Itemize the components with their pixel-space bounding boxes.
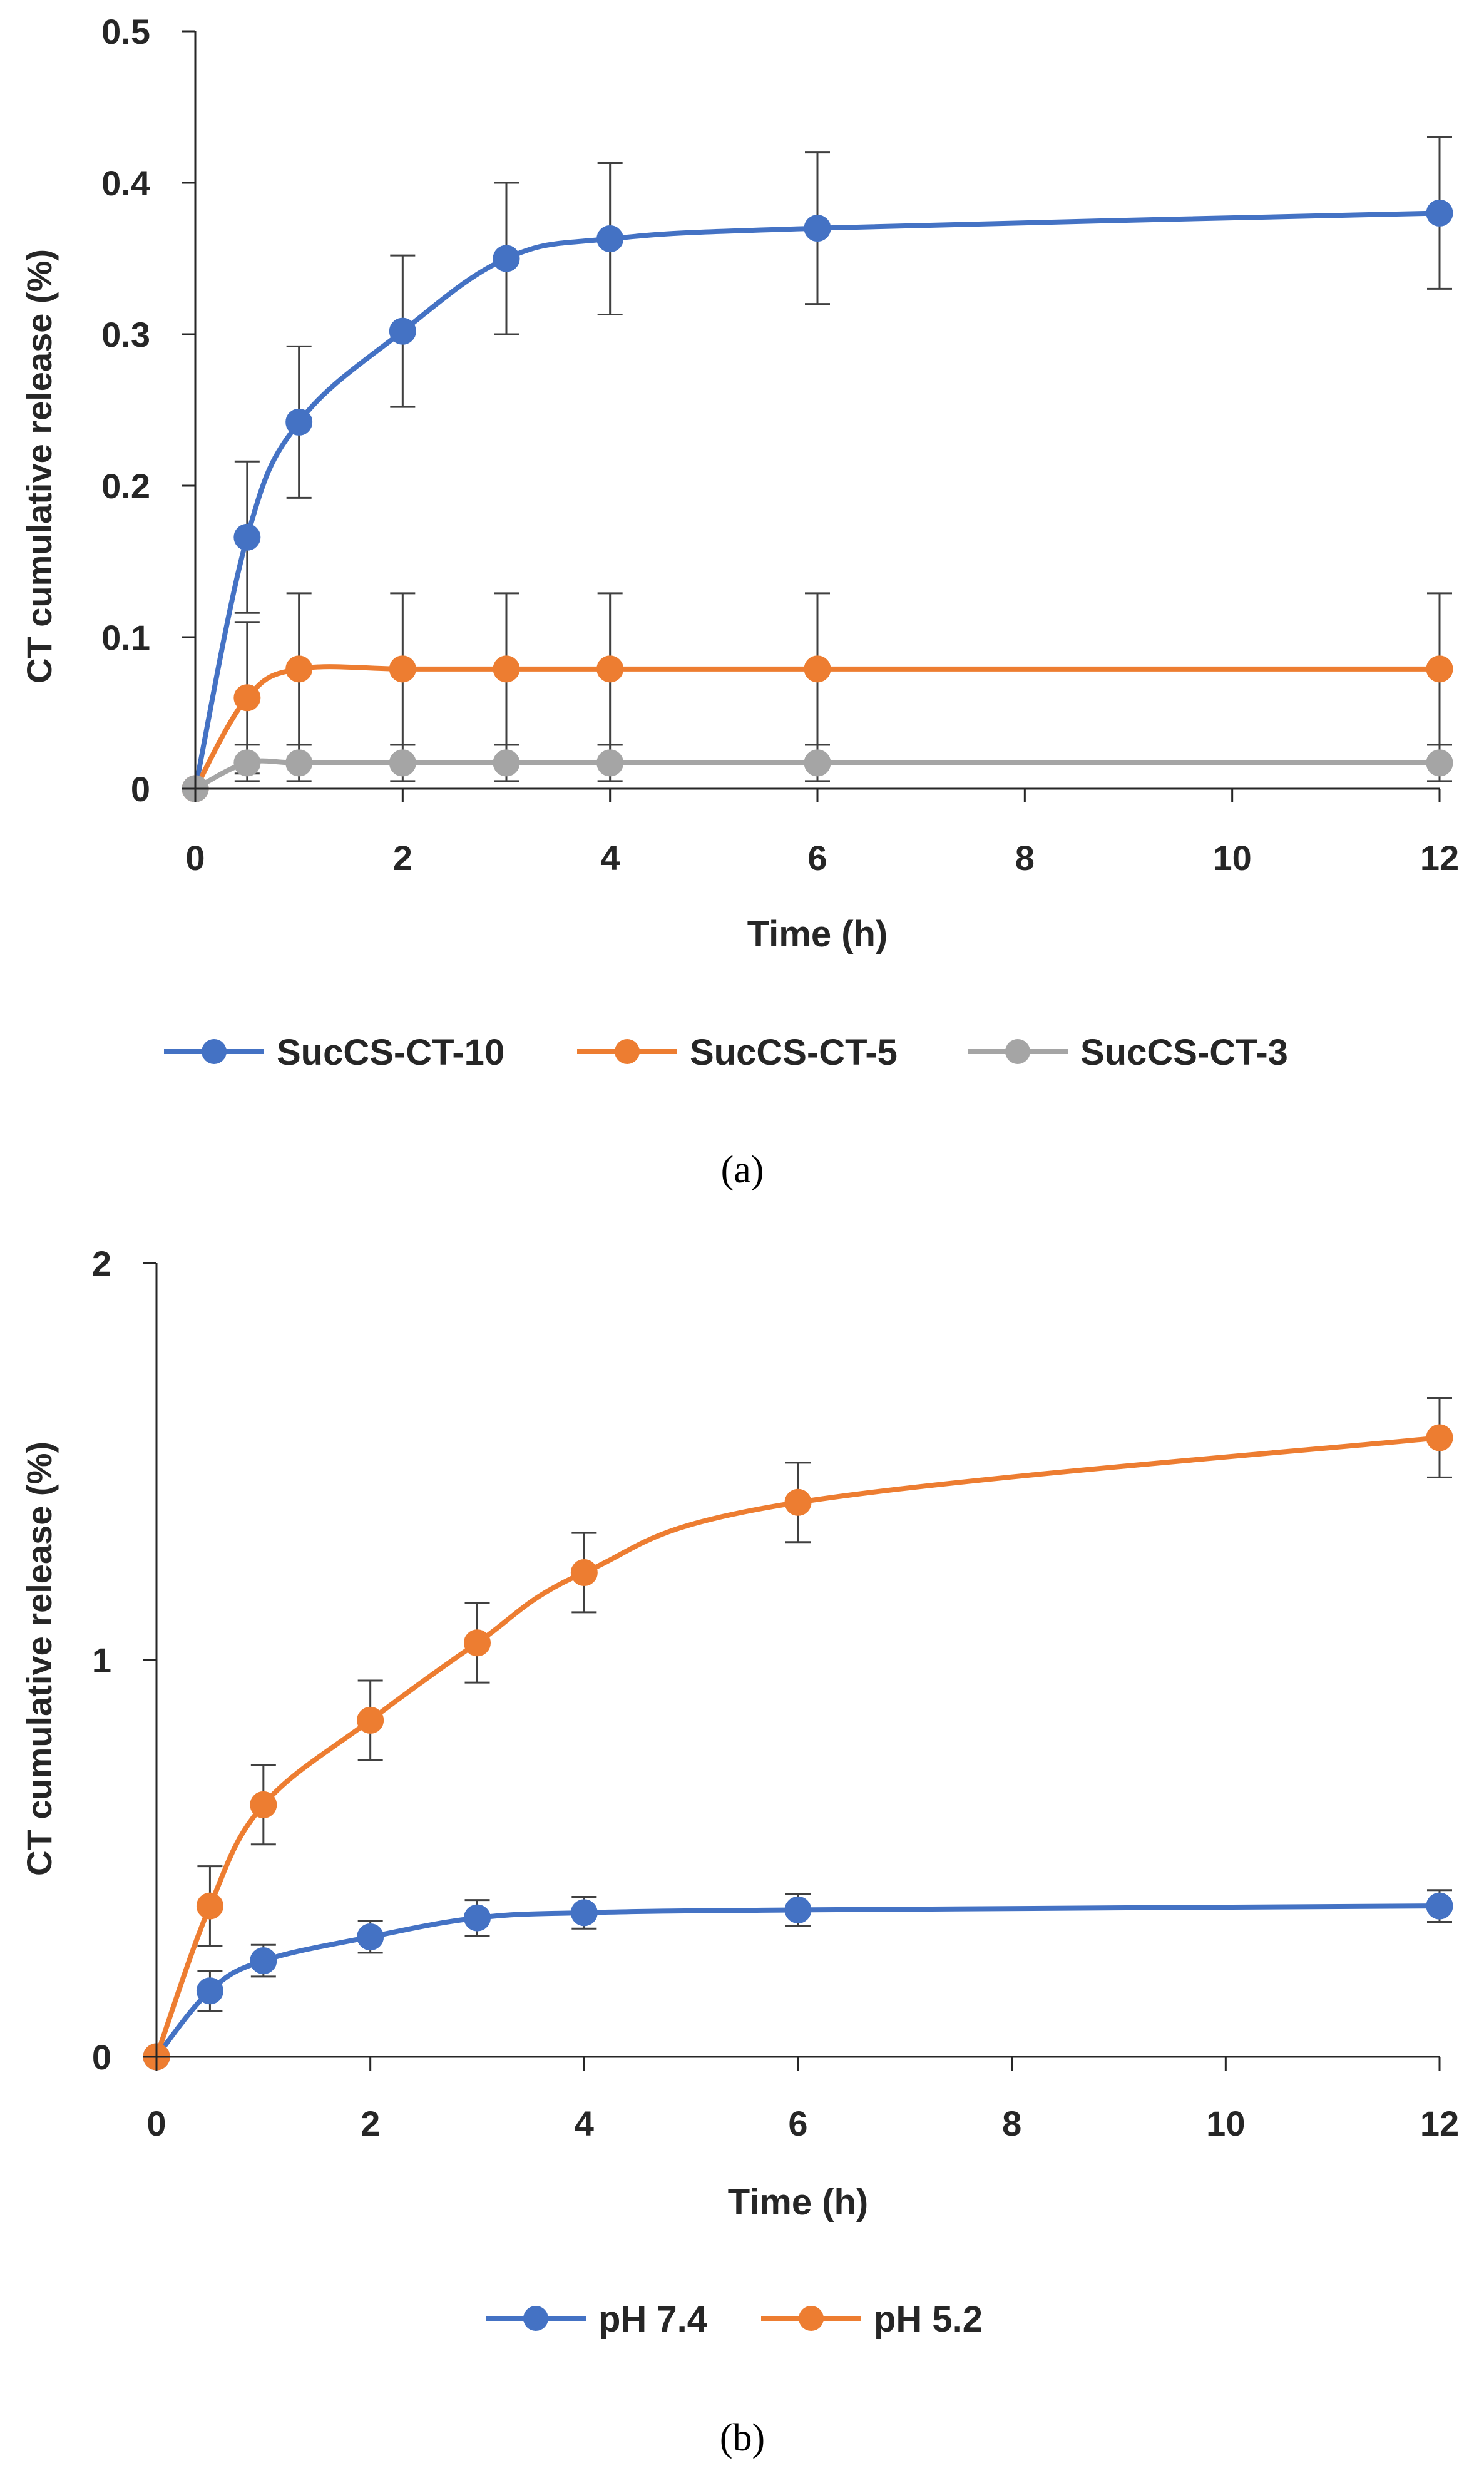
chart-a-data-point (804, 655, 831, 683)
chart-b-series-1 (143, 1889, 1453, 2071)
chart-a-y-tick-label: 0.4 (101, 163, 150, 203)
chart-a-data-point (285, 749, 313, 777)
chart-b-y-axis-label: CT cumulative release (%) (19, 1441, 59, 1876)
chart-b-data-point (357, 1923, 384, 1951)
chart-a-x-tick-label: 12 (1420, 838, 1459, 878)
chart-a-legend: SucCS-CT-10 SucCS-CT-5 SucCS-CT-3 (164, 1032, 1288, 1073)
chart-a-x-tick-label: 8 (1015, 838, 1035, 878)
chart-a-legend-item: SucCS-CT-3 (968, 1032, 1288, 1073)
chart-b-x-tick-label: 8 (1002, 2104, 1021, 2143)
chart-a-legend-item: SucCS-CT-5 (577, 1032, 898, 1073)
chart-b-data-point (464, 1904, 491, 1932)
chart-a-legend-label: SucCS-CT-10 (277, 1032, 504, 1073)
chart-a-x-tick-label: 6 (807, 838, 827, 878)
chart-b-y-tick-label: 2 (92, 1244, 111, 1283)
chart-b-data-point (784, 1896, 812, 1923)
chart-a-data-point (596, 655, 624, 683)
chart-a-y-tick-label: 0 (131, 769, 150, 809)
chart-a-y-axis-label: CT cumulative release (%) (19, 249, 59, 683)
chart-a-data-point (493, 655, 520, 683)
chart-a-data-point (596, 225, 624, 253)
chart-b-data-point (196, 1977, 223, 2005)
chart-b-legend-label: pH 7.4 (598, 2299, 707, 2340)
chart-b-series-2 (143, 1397, 1453, 2071)
chart-b-x-tick-label: 10 (1206, 2104, 1245, 2143)
chart-a-data-point (493, 749, 520, 777)
chart-a-data-point (493, 245, 520, 272)
chart-a-legend-item: SucCS-CT-10 (164, 1032, 504, 1073)
chart-a-y-tick-label: 0.5 (101, 12, 150, 51)
chart-a-data-point (389, 317, 416, 345)
chart-a-series-line (194, 758, 1440, 791)
chart-a-data-point (596, 749, 624, 777)
chart-b-legend-marker (799, 2306, 824, 2331)
chart-a-data-point (389, 655, 416, 683)
chart-b-x-tick-label: 4 (575, 2104, 594, 2143)
chart-a-series-line (193, 664, 1440, 790)
chart-b-legend-label: pH 5.2 (874, 2299, 983, 2340)
chart-a-data-point (285, 408, 313, 436)
chart-a-data-point (804, 749, 831, 777)
chart-b-legend-marker (523, 2306, 548, 2331)
chart-b-data-point (570, 1559, 598, 1587)
chart-a-data-point (233, 684, 261, 712)
chart-a-caption: (a) (721, 1149, 764, 1191)
chart-a-legend-marker (1005, 1039, 1030, 1064)
chart-a-data-point (233, 523, 261, 551)
chart-a-data-point (804, 215, 831, 242)
chart-a-data-point (1426, 749, 1453, 777)
chart-a-legend-marker (202, 1039, 227, 1064)
chart-b-x-tick-label: 2 (361, 2104, 380, 2143)
chart-a: 0 0.1 0.2 0.3 0.4 0.5 0 2 4 6 8 10 12 Time (h) CT cu… (19, 12, 1459, 1191)
chart-a-data-point (1426, 655, 1453, 683)
chart-a-series-3 (182, 744, 1453, 802)
chart-a-ticks: 0 0.1 0.2 0.3 0.4 0.5 0 2 4 6 8 10 12 (101, 12, 1459, 878)
chart-a-y-tick-label: 0.1 (101, 618, 150, 657)
chart-a-legend-label: SucCS-CT-3 (1080, 1032, 1288, 1073)
chart-a-legend-label: SucCS-CT-5 (690, 1032, 898, 1073)
chart-a-x-tick-label: 4 (600, 838, 620, 878)
chart-b-x-tick-label: 12 (1420, 2104, 1459, 2143)
chart-b-legend: pH 7.4 pH 5.2 (486, 2299, 983, 2340)
chart-b-data-point (1426, 1892, 1453, 1920)
chart-b-series-line (154, 1903, 1440, 2059)
chart-a-marks (182, 136, 1453, 802)
chart-a-x-tick-label: 10 (1213, 838, 1252, 878)
chart-b-data-point (357, 1706, 384, 1734)
chart-b-data-point (1426, 1424, 1453, 1451)
chart-a-y-tick-label: 0.3 (101, 315, 150, 354)
chart-a-data-point (233, 749, 261, 777)
chart-b-data-point (250, 1947, 277, 1975)
chart-b-data-point (250, 1791, 277, 1818)
chart-b-marks (143, 1397, 1453, 2071)
chart-b-data-point (570, 1899, 598, 1927)
chart-b-legend-item: pH 7.4 (486, 2299, 707, 2340)
chart-a-data-point (389, 749, 416, 777)
chart-b-y-tick-label: 0 (92, 2037, 111, 2077)
chart-a-x-tick-label: 0 (185, 838, 205, 878)
chart-b-legend-item: pH 5.2 (761, 2299, 983, 2340)
chart-a-legend-marker (615, 1039, 640, 1064)
chart-b-data-point (196, 1892, 223, 1920)
chart-b-series-line (154, 1435, 1440, 2058)
chart-b-x-tick-label: 0 (146, 2104, 166, 2143)
chart-b-x-axis-label: Time (h) (728, 2182, 869, 2223)
chart-a-data-point (285, 655, 313, 683)
chart-a-data-point (1426, 199, 1453, 227)
chart-b-data-point (464, 1629, 491, 1657)
chart-b-data-point (784, 1488, 812, 1516)
chart-b-caption: (b) (720, 2417, 765, 2459)
chart-a-y-tick-label: 0.2 (101, 466, 150, 506)
chart-a-x-axis-label: Time (h) (747, 914, 888, 955)
chart-b-x-tick-label: 6 (788, 2104, 807, 2143)
chart-a-x-tick-label: 2 (393, 838, 412, 878)
chart-b-y-tick-label: 1 (92, 1641, 111, 1680)
